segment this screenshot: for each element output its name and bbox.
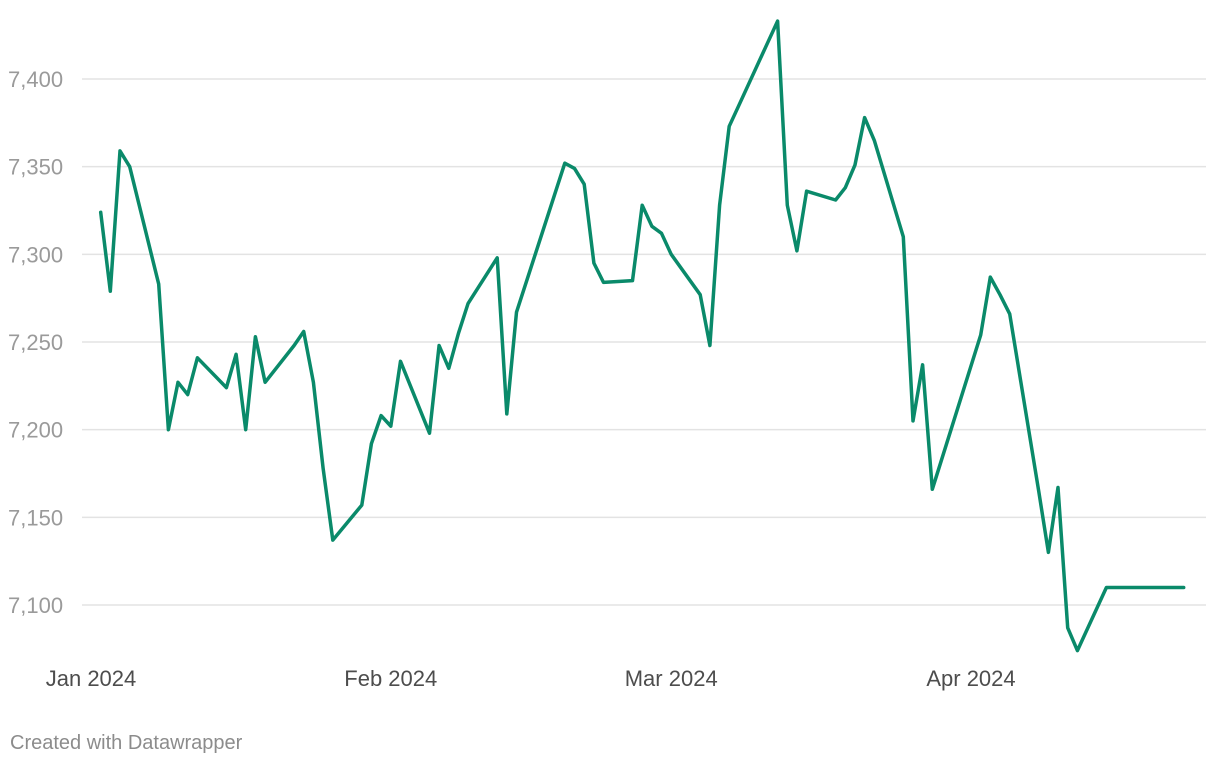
y-tick-label: 7,350 [8,155,63,180]
x-tick-label: Mar 2024 [625,666,718,691]
x-axis-tick-labels: Jan 2024 Feb 2024 Mar 2024 Apr 2024 [46,666,1016,691]
y-tick-label: 7,250 [8,330,63,355]
y-tick-label: 7,150 [8,505,63,530]
grid-lines [82,78,1206,606]
datawrapper-credit: Created with Datawrapper [10,732,243,754]
series-layer [98,19,1186,653]
y-tick-label: 7,200 [8,418,63,443]
y-axis-tick-labels: 7,100 7,150 7,200 7,250 7,300 7,350 7,400 [8,67,63,618]
x-tick-label: Jan 2024 [46,666,137,691]
x-tick-label: Feb 2024 [344,666,437,691]
x-tick-label: Apr 2024 [926,666,1015,691]
y-tick-label: 7,300 [8,242,63,267]
series-line [98,19,1186,653]
y-tick-label: 7,400 [8,67,63,92]
y-tick-label: 7,100 [8,593,63,618]
